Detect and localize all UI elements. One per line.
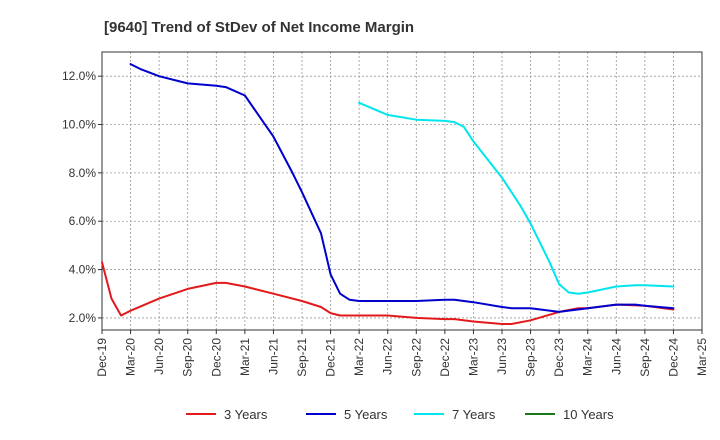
x-tick-label: Jun-20	[152, 338, 166, 375]
x-tick-label: Sep-24	[638, 338, 652, 377]
x-tick-label: Dec-22	[438, 338, 452, 377]
x-tick-label: Mar-20	[124, 338, 138, 376]
y-axis: 2.0% 4.0% 6.0% 8.0% 10.0% 12.0%	[62, 69, 102, 325]
plot-frame	[101, 51, 703, 331]
x-tick-label: Dec-23	[552, 338, 566, 377]
x-tick-label: Dec-20	[209, 338, 223, 377]
x-tick-label: Jun-21	[266, 338, 280, 375]
x-tick-label: Jun-22	[381, 338, 395, 375]
x-tick-label: Dec-21	[324, 338, 338, 377]
x-tick-label: Sep-21	[295, 338, 309, 377]
x-tick-label: Dec-24	[666, 338, 680, 377]
x-axis: Dec-19 Mar-20 Jun-20 Sep-20 Dec-20 Mar-21 Jun-…	[95, 330, 709, 377]
series-lines	[101, 63, 675, 325]
x-tick-label: Dec-19	[95, 338, 109, 377]
gridlines	[101, 52, 703, 330]
y-tick-label: 12.0%	[62, 69, 96, 83]
x-tick-label: Sep-20	[181, 338, 195, 377]
legend-label-7-years: 7 Years	[452, 407, 496, 422]
x-tick-label: Mar-24	[581, 338, 595, 376]
y-tick-label: 4.0%	[69, 263, 97, 277]
legend: 3 Years 5 Years 7 Years 10 Years	[186, 407, 614, 422]
x-tick-label: Sep-22	[409, 338, 423, 377]
x-tick-label: Mar-22	[352, 338, 366, 376]
x-tick-label: Sep-23	[524, 338, 538, 377]
series-line-7-years	[358, 101, 675, 295]
x-tick-label: Mar-21	[238, 338, 252, 376]
x-tick-label: Mar-25	[695, 338, 709, 376]
y-tick-label: 10.0%	[62, 118, 96, 132]
y-tick-label: 6.0%	[69, 214, 97, 228]
chart-title: [9640] Trend of StDev of Net Income Marg…	[104, 19, 414, 36]
legend-label-3-years: 3 Years	[224, 407, 268, 422]
series-line-5-years	[129, 63, 675, 313]
y-tick-label: 2.0%	[69, 311, 97, 325]
x-tick-label: Jun-24	[609, 338, 623, 375]
y-tick-label: 8.0%	[69, 166, 97, 180]
x-tick-label: Jun-23	[495, 338, 509, 375]
legend-label-10-years: 10 Years	[563, 407, 614, 422]
legend-label-5-years: 5 Years	[344, 407, 388, 422]
x-tick-label: Mar-23	[466, 338, 480, 376]
